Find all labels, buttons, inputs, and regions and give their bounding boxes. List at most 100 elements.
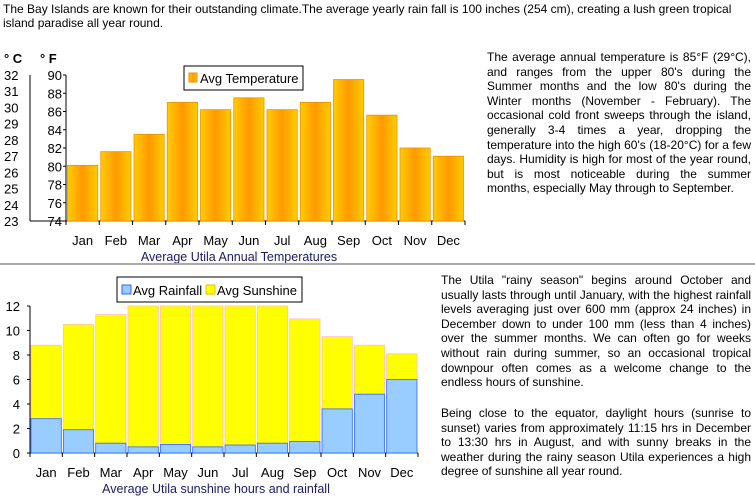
y-tick-label: 88 bbox=[48, 86, 62, 101]
y-tick-label: 6 bbox=[13, 373, 20, 388]
celsius-tick-label: 28 bbox=[4, 133, 18, 148]
x-tick-label: Jun bbox=[238, 233, 259, 248]
x-tick-label: Apr bbox=[133, 465, 154, 480]
rainfall-bar bbox=[289, 440, 321, 454]
celsius-tick-label: 27 bbox=[4, 149, 18, 164]
x-tick-label: Aug bbox=[261, 465, 284, 480]
rainfall-bar bbox=[159, 444, 192, 454]
x-tick-label: May bbox=[203, 233, 228, 248]
temperature-bar bbox=[366, 114, 398, 222]
fahrenheit-axis-label: ° F bbox=[40, 51, 57, 66]
sunshine-bar bbox=[62, 323, 95, 431]
legend-label-rainfall: Avg Rainfall bbox=[133, 283, 202, 298]
legend-swatch-rainfall bbox=[121, 284, 132, 295]
sunshine-rainfall-chart: 0 2 4 6 8 10 12 Jan Feb Mar Apr May Jun Jul Aug Sep Oct N… bbox=[6, 276, 419, 496]
rainfall-bar bbox=[386, 379, 418, 454]
y-tick-label: 76 bbox=[48, 196, 62, 211]
temperature-bar bbox=[166, 101, 198, 222]
x-tick-label: Jan bbox=[36, 465, 57, 480]
x-tick-label: Jun bbox=[197, 465, 218, 480]
daylight-paragraph: Being close to the equator, daylight hou… bbox=[441, 406, 751, 479]
intro-text: The Bay Islands are known for their outs… bbox=[3, 2, 732, 30]
temperature-bar bbox=[200, 109, 232, 222]
sunshine-bar bbox=[30, 344, 62, 420]
x-tick-label: Jan bbox=[72, 233, 93, 248]
sunshine-bar bbox=[289, 318, 321, 442]
x-tick-label: Apr bbox=[172, 233, 193, 248]
y-tick-label: 12 bbox=[6, 299, 20, 314]
x-tick-label: Nov bbox=[358, 465, 382, 480]
rainfall-bar bbox=[192, 446, 224, 454]
legend-label-sunshine: Avg Sunshine bbox=[217, 283, 297, 298]
rainfall-bar bbox=[30, 418, 62, 454]
sunshine-bar bbox=[224, 305, 256, 446]
y-tick-label: 86 bbox=[48, 105, 62, 120]
sunshine-bar bbox=[192, 305, 224, 448]
y-tick-label: 10 bbox=[6, 324, 20, 339]
rainfall-bar bbox=[127, 446, 159, 454]
sunshine-bar bbox=[256, 305, 289, 444]
y-tick-label: 4 bbox=[13, 397, 20, 412]
x-tick-label: Sep bbox=[293, 465, 316, 480]
rainfall-bar bbox=[95, 442, 127, 454]
celsius-tick-label: 25 bbox=[4, 182, 18, 197]
sunshine-bar bbox=[159, 305, 192, 445]
y-tick-label: 78 bbox=[48, 178, 62, 193]
x-tick-label: Nov bbox=[404, 233, 428, 248]
temperature-bar bbox=[233, 97, 265, 222]
legend-swatch bbox=[188, 72, 198, 83]
x-tick-label: Aug bbox=[304, 233, 327, 248]
x-tick-label: Jul bbox=[232, 465, 249, 480]
temperature-bar bbox=[432, 155, 464, 222]
y-tick-label: 0 bbox=[13, 446, 20, 461]
sunshine-bar bbox=[95, 314, 127, 444]
celsius-tick-label: 29 bbox=[4, 117, 18, 132]
rainy-season-paragraph: The Utila "rainy season" begins around O… bbox=[441, 273, 751, 390]
section-divider bbox=[0, 263, 755, 265]
temperature-bar bbox=[266, 109, 298, 222]
x-tick-label: Oct bbox=[372, 233, 393, 248]
temperature-chart: ° C ° F7476788082848688902324252627282930… bbox=[4, 51, 466, 264]
legend-label: Avg Temperature bbox=[200, 71, 299, 86]
legend-box bbox=[183, 65, 304, 91]
sunshine-bar bbox=[321, 336, 353, 410]
celsius-tick-label: 30 bbox=[4, 100, 18, 115]
x-tick-label: Mar bbox=[100, 465, 123, 480]
chart-title: Average Utila sunshine hours and rainfal… bbox=[102, 482, 330, 496]
temperature-bar bbox=[333, 79, 365, 222]
celsius-tick-label: 31 bbox=[4, 84, 18, 99]
x-tick-label: Feb bbox=[67, 465, 89, 480]
temperature-bar bbox=[133, 133, 165, 222]
temperature-bar bbox=[100, 151, 132, 222]
celsius-tick-label: 24 bbox=[4, 198, 18, 213]
sunshine-bar bbox=[353, 344, 386, 395]
celsius-tick-label: 26 bbox=[4, 165, 18, 180]
rainfall-bar bbox=[321, 408, 353, 454]
x-tick-label: Jul bbox=[274, 233, 291, 248]
temperature-bar bbox=[299, 101, 331, 222]
x-tick-label: Dec bbox=[437, 233, 461, 248]
rainfall-bar bbox=[256, 442, 289, 454]
legend-swatch-sunshine bbox=[205, 284, 216, 295]
x-tick-label: May bbox=[163, 465, 188, 480]
y-tick-label: 8 bbox=[13, 348, 20, 363]
x-tick-label: Feb bbox=[105, 233, 127, 248]
temperature-paragraph: The average annual temperature is 85°F (… bbox=[487, 50, 751, 196]
x-tick-label: Dec bbox=[390, 465, 414, 480]
temperature-bar bbox=[399, 147, 431, 222]
rainfall-bar bbox=[224, 444, 256, 454]
celsius-tick-label: 32 bbox=[4, 68, 18, 83]
chart-title: Average Utila Annual Temperatures bbox=[141, 250, 337, 264]
y-tick-label: 82 bbox=[48, 141, 62, 156]
celsius-axis-label: ° C bbox=[4, 51, 23, 66]
sunshine-bar bbox=[386, 353, 418, 380]
rainfall-bar bbox=[353, 393, 386, 454]
y-tick-label: 2 bbox=[13, 422, 20, 437]
x-tick-label: Sep bbox=[337, 233, 360, 248]
rainfall-bar bbox=[62, 429, 95, 454]
y-tick-label: 84 bbox=[48, 123, 62, 138]
y-tick-label: 90 bbox=[48, 68, 62, 83]
y-tick-label: 80 bbox=[48, 159, 62, 174]
sunshine-bar bbox=[127, 305, 159, 448]
celsius-tick-label: 23 bbox=[4, 214, 18, 229]
